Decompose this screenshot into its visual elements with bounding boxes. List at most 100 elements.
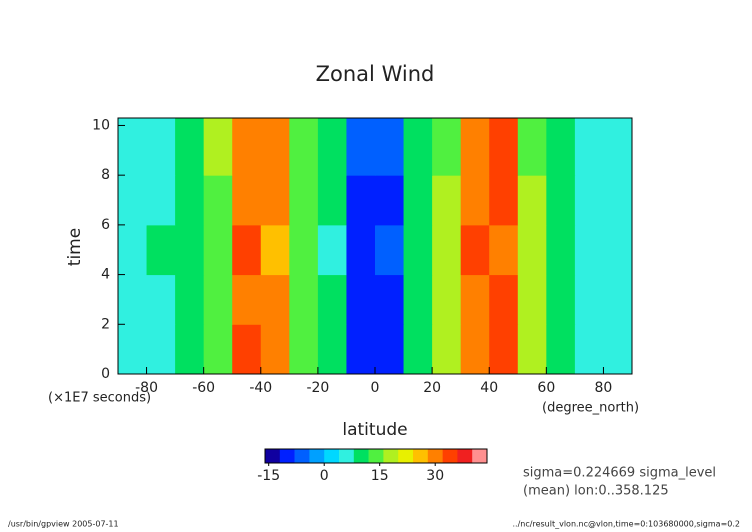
heat-cell bbox=[346, 118, 376, 176]
x-tick-label: -40 bbox=[249, 380, 272, 396]
x-tick-label: 60 bbox=[537, 380, 555, 396]
heat-cell bbox=[203, 175, 233, 226]
y-tick-label: 4 bbox=[101, 267, 110, 283]
colorbar-segment bbox=[368, 449, 384, 463]
heat-cell bbox=[432, 118, 462, 176]
heat-cell bbox=[118, 324, 148, 375]
heat-cell bbox=[432, 224, 462, 276]
heat-cell bbox=[546, 224, 576, 276]
heat-cell bbox=[260, 324, 290, 375]
y-tick-label: 2 bbox=[101, 316, 110, 332]
heat-cell bbox=[260, 175, 290, 226]
heat-cell bbox=[118, 118, 148, 176]
heat-cell bbox=[375, 324, 405, 375]
y-tick-label: 10 bbox=[92, 117, 110, 133]
heat-cell bbox=[289, 274, 319, 325]
heat-cell bbox=[203, 324, 233, 375]
heat-cell bbox=[175, 274, 205, 325]
colorbar-segment bbox=[413, 449, 429, 463]
heat-cell bbox=[146, 224, 176, 276]
colorbar-segment bbox=[324, 449, 340, 463]
heat-cell bbox=[203, 224, 233, 276]
heat-cell bbox=[489, 175, 519, 226]
heat-cell bbox=[432, 324, 462, 375]
heat-cell bbox=[260, 224, 290, 276]
heat-cell bbox=[203, 118, 233, 176]
colorbar-frame bbox=[264, 448, 488, 464]
heat-cell bbox=[375, 274, 405, 325]
heat-cell bbox=[317, 224, 347, 276]
heat-cell bbox=[403, 224, 433, 276]
heat-cell bbox=[489, 324, 519, 375]
colorbar-segment bbox=[353, 449, 369, 463]
heat-cell bbox=[546, 324, 576, 375]
heat-cell bbox=[175, 324, 205, 375]
heat-cell bbox=[232, 118, 262, 176]
heat-cell bbox=[546, 175, 576, 226]
heat-cell bbox=[375, 224, 405, 276]
chart-title: Zonal Wind bbox=[316, 62, 435, 86]
heat-cell bbox=[546, 118, 576, 176]
heat-cell bbox=[517, 118, 547, 176]
heat-cell bbox=[517, 324, 547, 375]
y-axis-label: time bbox=[65, 228, 85, 266]
y-tick-label: 6 bbox=[101, 217, 110, 233]
footer: /usr/bin/gpview 2005-07-11 bbox=[8, 520, 119, 529]
heat-cell bbox=[175, 224, 205, 276]
heat-cell bbox=[346, 224, 376, 276]
heat-cell bbox=[460, 324, 490, 375]
heat-cell bbox=[289, 324, 319, 375]
colorbar-segment bbox=[427, 449, 443, 463]
x-axis-label: latitude bbox=[342, 420, 407, 440]
heat-cell bbox=[232, 175, 262, 226]
x-tick-label: -80 bbox=[135, 380, 158, 396]
heat-cell bbox=[403, 274, 433, 325]
heat-cell bbox=[489, 224, 519, 276]
annotation: (mean) lon:0..358.125 bbox=[523, 484, 669, 499]
heat-cell bbox=[317, 324, 347, 375]
heat-cell bbox=[375, 118, 405, 176]
x-tick-label: -60 bbox=[192, 380, 215, 396]
heat-cell bbox=[317, 118, 347, 176]
heat-cell bbox=[403, 175, 433, 226]
colorbar-segment bbox=[265, 449, 281, 463]
x-tick-label: 40 bbox=[480, 380, 498, 396]
colorbar-tick-label: 0 bbox=[320, 468, 329, 484]
heat-cell bbox=[260, 274, 290, 325]
heat-cell bbox=[146, 324, 176, 375]
heat-cell bbox=[317, 175, 347, 226]
heat-cell bbox=[118, 175, 148, 226]
heat-cell bbox=[460, 175, 490, 226]
heat-cell bbox=[146, 118, 176, 176]
colorbar-tick-label: -15 bbox=[257, 468, 280, 484]
heat-cell bbox=[517, 175, 547, 226]
heat-cell bbox=[574, 274, 604, 325]
heat-cell bbox=[346, 324, 376, 375]
y-tick-label: 8 bbox=[101, 167, 110, 183]
heat-cell bbox=[603, 274, 633, 325]
heat-cell bbox=[289, 118, 319, 176]
heat-cell bbox=[403, 324, 433, 375]
heat-cell bbox=[489, 274, 519, 325]
heat-cell bbox=[289, 175, 319, 226]
heat-cell bbox=[203, 274, 233, 325]
colorbar-segment bbox=[339, 449, 355, 463]
y-unit: (×1E7 seconds) bbox=[48, 391, 151, 406]
colorbar-tick-label: 30 bbox=[426, 468, 444, 484]
colorbar-segment bbox=[279, 449, 295, 463]
heat-cell bbox=[603, 175, 633, 226]
heat-cell bbox=[603, 224, 633, 276]
heat-cell bbox=[460, 274, 490, 325]
colorbar-segment bbox=[472, 449, 488, 463]
x-tick-label: 0 bbox=[371, 380, 380, 396]
heat-cell bbox=[118, 274, 148, 325]
heat-cell bbox=[460, 118, 490, 176]
x-tick-label: -20 bbox=[306, 380, 329, 396]
heat-cell bbox=[346, 175, 376, 226]
heat-cell bbox=[432, 274, 462, 325]
heat-cell bbox=[146, 175, 176, 226]
heat-cell bbox=[375, 175, 405, 226]
heat-cell bbox=[574, 175, 604, 226]
colorbar-tick-label: 15 bbox=[371, 468, 389, 484]
